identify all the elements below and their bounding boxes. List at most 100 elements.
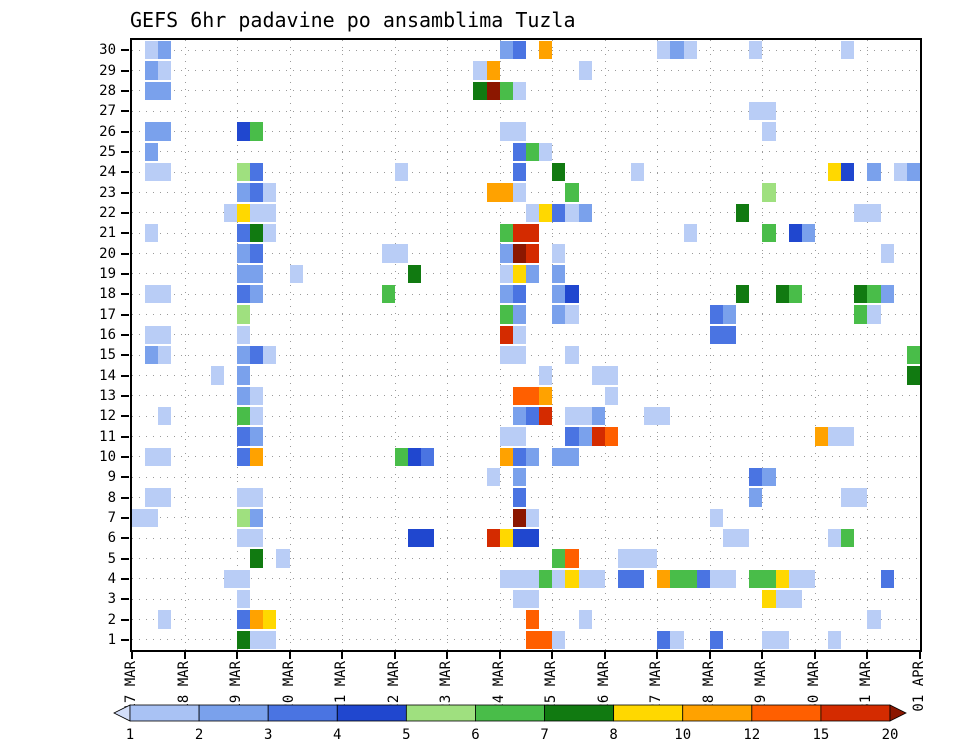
y-tick-label: 26: [99, 123, 116, 140]
precip-cell: [893, 163, 907, 182]
precip-cell: [158, 81, 172, 100]
precip-cell: [512, 41, 526, 60]
y-tick: [121, 618, 129, 621]
precip-cell: [709, 569, 723, 588]
precip-cell: [250, 203, 264, 222]
y-tick-label: 24: [99, 164, 116, 181]
precip-cell: [709, 508, 723, 527]
y-tick: [121, 354, 129, 357]
precip-cell: [565, 346, 579, 365]
precip-cell: [736, 203, 750, 222]
precip-cell: [578, 61, 592, 80]
precip-cell: [762, 122, 776, 141]
precip-cell: [145, 81, 159, 100]
precip-cell: [723, 529, 737, 548]
precip-cell: [473, 61, 487, 80]
precip-cell: [670, 41, 684, 60]
colorbar-tick-label: 4: [333, 727, 342, 742]
precip-cell: [565, 203, 579, 222]
precip-cell: [158, 488, 172, 507]
y-tick-label: 16: [99, 326, 116, 343]
precip-cell: [237, 427, 251, 446]
precip-cell: [565, 447, 579, 466]
precip-cell: [709, 305, 723, 324]
precip-cell: [250, 285, 264, 304]
precip-cell: [526, 508, 540, 527]
h-gridline: [132, 476, 920, 478]
precip-cell: [565, 305, 579, 324]
precip-cell: [828, 529, 842, 548]
precip-cell: [657, 630, 671, 649]
precip-cell: [250, 630, 264, 649]
precip-cell: [670, 569, 684, 588]
colorbar-tick-label: 3: [263, 727, 273, 742]
precip-cell: [631, 163, 645, 182]
precip-cell: [512, 508, 526, 527]
precip-cell: [250, 122, 264, 141]
y-tick-label: 19: [99, 265, 116, 282]
precip-cell: [381, 244, 395, 263]
v-gridline: [657, 40, 659, 650]
h-gridline: [132, 293, 920, 295]
y-tick: [121, 333, 129, 336]
precip-cell: [250, 386, 264, 405]
precip-cell: [394, 447, 408, 466]
precip-cell: [512, 447, 526, 466]
precip-cell: [237, 488, 251, 507]
precip-cell: [210, 366, 224, 385]
h-gridline: [132, 436, 920, 437]
precip-cell: [880, 244, 894, 263]
precip-cell: [158, 285, 172, 304]
precip-cell: [552, 305, 566, 324]
y-tick: [121, 232, 129, 235]
precip-cell: [617, 549, 632, 568]
precip-cell: [394, 244, 408, 263]
precip-cell: [512, 183, 526, 202]
x-tick: [183, 652, 186, 659]
y-tick: [121, 89, 129, 92]
precip-cell: [263, 203, 277, 222]
precip-cell: [250, 488, 264, 507]
precip-cell: [237, 305, 251, 324]
precip-cell: [237, 590, 251, 609]
precip-cell: [145, 163, 159, 182]
precip-cell: [657, 41, 671, 60]
precip-cell: [499, 244, 513, 263]
y-tick: [121, 374, 129, 377]
v-gridline: [814, 40, 816, 650]
h-gridline: [132, 354, 920, 356]
precip-cell: [486, 81, 500, 100]
precip-cell: [657, 569, 671, 588]
precip-cell: [145, 142, 159, 161]
precip-cell: [263, 183, 277, 202]
precip-cell: [499, 529, 513, 548]
y-tick-label: 22: [99, 204, 116, 221]
precip-cell: [526, 569, 540, 588]
colorbar-tick-label: 15: [812, 727, 830, 742]
precip-cell: [880, 569, 894, 588]
precip-cell: [145, 285, 159, 304]
precip-cell: [145, 224, 159, 243]
precip-cell: [552, 447, 566, 466]
v-gridline: [237, 40, 239, 650]
v-gridline: [184, 40, 186, 650]
precip-cell: [565, 427, 579, 446]
precip-cell: [420, 447, 435, 466]
x-tick: [551, 652, 554, 659]
v-gridline: [762, 40, 764, 650]
precip-cell: [512, 81, 526, 100]
y-tick: [121, 211, 129, 214]
precip-cell: [552, 264, 566, 283]
precip-cell: [223, 203, 238, 222]
precip-cell: [237, 407, 251, 426]
precip-cell: [250, 346, 264, 365]
precip-cell: [250, 407, 264, 426]
precip-cell: [512, 305, 526, 324]
precip-cell: [828, 163, 842, 182]
precip-cell: [539, 203, 553, 222]
precip-cell: [801, 569, 815, 588]
h-gridline: [132, 334, 920, 336]
precip-cell: [499, 122, 513, 141]
precip-cell: [512, 569, 526, 588]
precip-cell: [788, 224, 802, 243]
